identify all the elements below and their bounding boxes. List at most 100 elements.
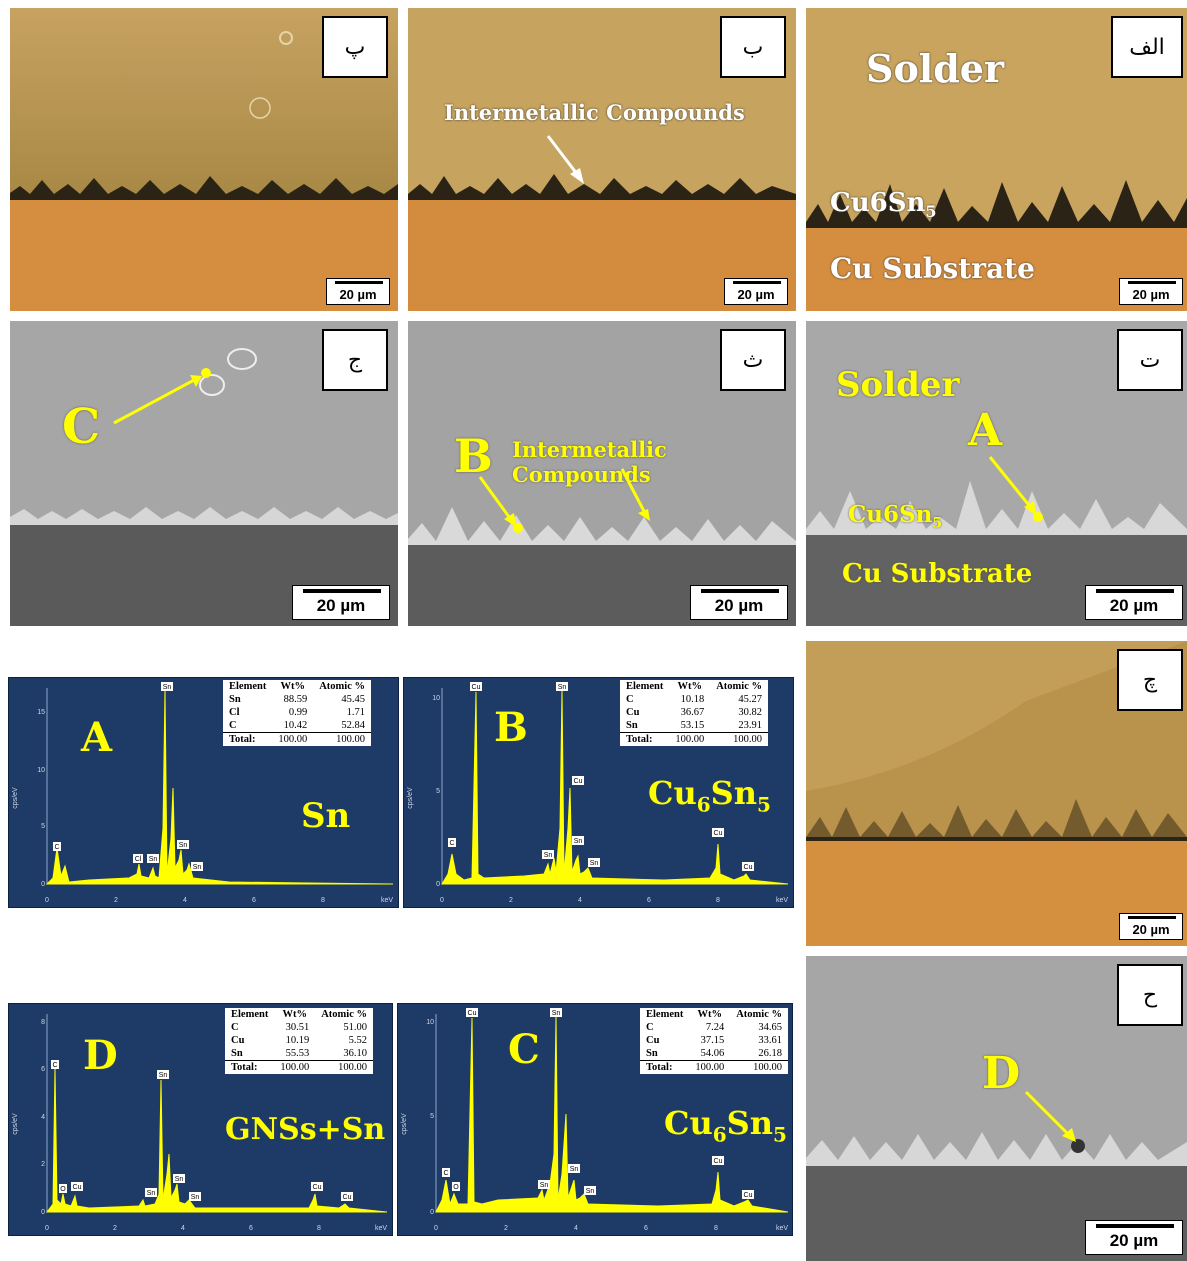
eds-spectrum-c: 10 5 0 0 2 4 6 8 keV cps/eV C O Cu Sn Sn… (397, 1003, 793, 1236)
svg-text:0: 0 (41, 1209, 45, 1216)
sem-t: Solder A Cu6Sn5 Cu Substrate ت 20 µm (806, 321, 1187, 626)
svg-text:0: 0 (430, 1209, 434, 1216)
svg-text:keV: keV (776, 897, 788, 904)
svg-text:Cu: Cu (714, 1158, 723, 1165)
scale-bar: 20 µm (724, 278, 788, 305)
solder-label: Solder (866, 46, 1004, 91)
svg-text:Sn: Sn (586, 1188, 595, 1195)
svg-text:Sn: Sn (149, 856, 158, 863)
svg-text:Cu: Cu (574, 778, 583, 785)
svg-text:C: C (449, 840, 454, 847)
cu6sn5-label: Cu6Sn5 (848, 501, 943, 532)
svg-text:5: 5 (430, 1113, 434, 1120)
svg-text:6: 6 (249, 1225, 253, 1232)
svg-text:Sn: Sn (558, 684, 567, 691)
svg-text:Sn: Sn (163, 684, 172, 691)
eds-spectrum-b: 10 5 0 0 2 4 6 8 keV cps/eV C Cu Sn Sn C… (403, 677, 794, 908)
scale-bar: 20 µm (1085, 1220, 1183, 1255)
panel-tag: ح (1117, 964, 1183, 1026)
svg-text:cps/eV: cps/eV (407, 787, 414, 809)
phase-label: Cu6Sn5 (648, 774, 771, 817)
svg-text:Sn: Sn (544, 852, 553, 859)
phase-label: Sn (301, 796, 351, 836)
svg-text:Sn: Sn (193, 864, 202, 871)
svg-text:0: 0 (440, 897, 444, 904)
svg-text:2: 2 (114, 897, 118, 904)
svg-text:Cl: Cl (135, 856, 142, 863)
svg-text:0: 0 (45, 897, 49, 904)
spectrum-plot: 10 5 0 0 2 4 6 8 keV cps/eV C Cu Sn Sn C… (407, 682, 788, 904)
svg-text:C: C (52, 1062, 57, 1069)
cu6sn5-label: Cu6Sn5 (830, 188, 937, 222)
svg-text:2: 2 (504, 1225, 508, 1232)
svg-text:Cu: Cu (744, 1192, 753, 1199)
panel-tag: ب (720, 16, 786, 78)
svg-text:Sn: Sn (147, 1190, 156, 1197)
eds-spectrum-d: 8 6 4 2 0 0 2 4 6 8 keV cps/eV C O Cu Sn… (8, 1003, 393, 1236)
scale-bar: 20 µm (1085, 585, 1183, 620)
micrograph-alef: Solder Cu6Sn5 Cu Substrate الف 20 µm (806, 8, 1187, 311)
svg-text:Sn: Sn (191, 1194, 200, 1201)
svg-text:8: 8 (317, 1225, 321, 1232)
svg-text:Cu: Cu (468, 1010, 477, 1017)
sem-j: C ج 20 µm (10, 321, 398, 626)
arrow-icon (478, 468, 650, 533)
point-label-c: C (62, 399, 101, 455)
svg-text:Cu: Cu (472, 684, 481, 691)
svg-text:4: 4 (574, 1225, 578, 1232)
scale-bar: 20 µm (1119, 278, 1183, 305)
micrograph-b: Intermetallic Compounds ب 20 µm (408, 8, 796, 311)
scale-bar: 20 µm (326, 278, 390, 305)
panel-tag: ث (720, 329, 786, 391)
svg-text:10: 10 (432, 695, 440, 702)
svg-text:Sn: Sn (179, 842, 188, 849)
svg-text:cps/eV: cps/eV (401, 1113, 408, 1135)
svg-text:0: 0 (436, 881, 440, 888)
svg-text:2: 2 (113, 1225, 117, 1232)
svg-text:10: 10 (37, 767, 45, 774)
panel-tag: پ (322, 16, 388, 78)
spectrum-plot: 15 10 5 0 0 2 4 6 8 keV cps/eV C Sn Cl S… (12, 682, 393, 904)
svg-text:keV: keV (776, 1225, 788, 1232)
svg-text:Sn: Sn (540, 1182, 549, 1189)
micrograph-p: پ 20 µm (10, 8, 398, 311)
spectrum-plot: 8 6 4 2 0 0 2 4 6 8 keV cps/eV C O Cu Sn… (12, 1014, 387, 1232)
svg-text:O: O (453, 1184, 459, 1191)
point-label-d: D (83, 1032, 118, 1079)
svg-text:5: 5 (436, 788, 440, 795)
svg-text:4: 4 (41, 1114, 45, 1121)
svg-text:Sn: Sn (552, 1010, 561, 1017)
svg-text:8: 8 (714, 1225, 718, 1232)
point-label-d: D (982, 1048, 1021, 1099)
svg-text:cps/eV: cps/eV (12, 787, 19, 809)
panel-tag: چ (1117, 649, 1183, 711)
svg-text:O: O (60, 1186, 66, 1193)
svg-text:6: 6 (41, 1066, 45, 1073)
svg-text:C: C (443, 1170, 448, 1177)
composition-table: Element Wt% Atomic % Sn 88.59 45.45 Cl 0.99 1.… (223, 680, 371, 746)
sem-h: D ح 20 µm (806, 956, 1187, 1261)
svg-text:6: 6 (647, 897, 651, 904)
point-label-a: A (968, 405, 1003, 456)
panel-tag: الف (1111, 16, 1183, 78)
svg-text:0: 0 (45, 1225, 49, 1232)
svg-text:6: 6 (252, 897, 256, 904)
arrow-icon (113, 368, 211, 425)
svg-text:keV: keV (381, 897, 393, 904)
substrate-label: Cu Substrate (842, 559, 1033, 589)
svg-text:8: 8 (41, 1019, 45, 1026)
svg-text:Sn: Sn (159, 1072, 168, 1079)
svg-text:Cu: Cu (744, 864, 753, 871)
svg-text:Cu: Cu (313, 1184, 322, 1191)
composition-table: Element Wt% Atomic % C 10.18 45.27 Cu 36.67 30… (620, 680, 768, 746)
scale-bar: 20 µm (292, 585, 390, 620)
svg-text:10: 10 (426, 1019, 434, 1026)
point-label-a: A (81, 714, 113, 761)
svg-text:6: 6 (644, 1225, 648, 1232)
panel-tag: ج (322, 329, 388, 391)
svg-text:C: C (54, 844, 59, 851)
svg-text:Cu: Cu (343, 1194, 352, 1201)
svg-text:2: 2 (509, 897, 513, 904)
svg-text:8: 8 (321, 897, 325, 904)
svg-text:5: 5 (41, 823, 45, 830)
